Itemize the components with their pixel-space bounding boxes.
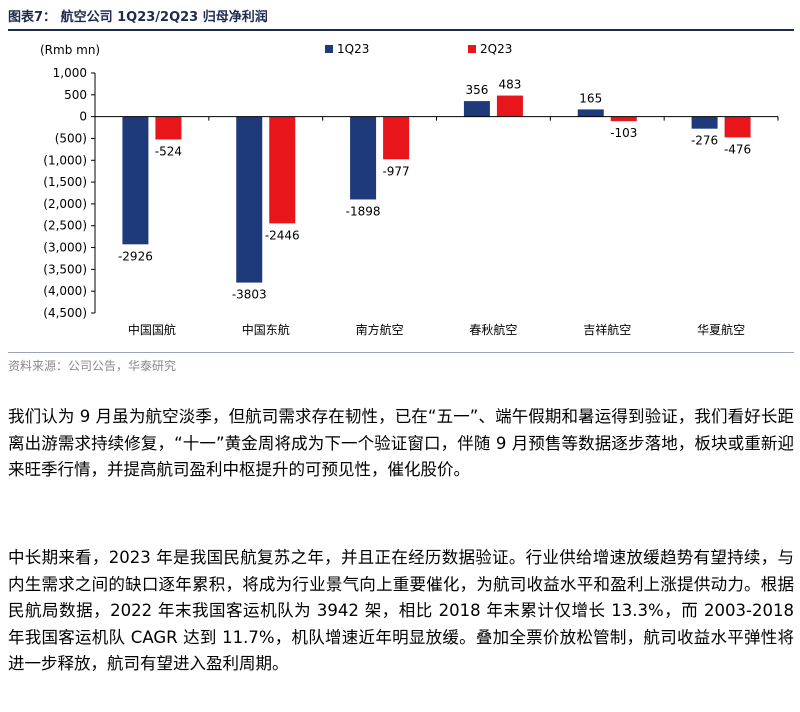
bar-chart: 1Q23 2Q23 (Rmb mn) 1,000 500 0 (500) (1,000) (1… — [40, 42, 779, 337]
data-label-1Q23-4: 356 — [465, 83, 488, 97]
data-label-1Q23-1: -2926 — [118, 249, 153, 263]
y-axis: (Rmb mn) 1,000 500 0 (500) (1,000) (1,500) (2,0… — [40, 43, 100, 320]
bar-2Q23-5 — [610, 116, 637, 122]
legend-label-1Q23: 1Q23 — [337, 42, 369, 56]
bar-1Q23-5 — [577, 109, 604, 117]
data-label-2Q23-4: 483 — [498, 78, 521, 92]
bar-2Q23-1 — [155, 116, 182, 140]
data-label-2Q23-5: -103 — [610, 126, 637, 140]
source-note: 资料来源：公司公告，华泰研究 — [8, 359, 177, 373]
data-label-2Q23-3: -977 — [382, 164, 409, 178]
paragraph-1: 我们认为 9 月虽为航空淡季，但航司需求存在韧性，已在“五一”、端午假期和暑运得… — [8, 407, 794, 479]
y-tick-label: (500) — [55, 131, 87, 145]
y-tick-label: (4,500) — [43, 306, 87, 320]
data-label-1Q23-6: -276 — [691, 134, 718, 148]
legend-swatch-1Q23 — [325, 45, 333, 53]
x-tick-label: 南方航空 — [356, 322, 404, 337]
paragraph-2: 中长期来看，2023 年是我国民航复苏之年，并且正在经历数据验证。行业供给增速放… — [8, 548, 794, 673]
chart-legend: 1Q23 2Q23 — [325, 42, 512, 56]
y-tick-label: (1,500) — [43, 175, 87, 189]
y-tick-label: (3,500) — [43, 262, 87, 276]
data-label-1Q23-5: 165 — [579, 91, 602, 105]
y-tick-label: (3,000) — [43, 241, 87, 255]
y-tick-label: (2,500) — [43, 219, 87, 233]
y-tick-label: (2,000) — [43, 197, 87, 211]
bar-2Q23-2 — [269, 116, 296, 224]
y-tick-label: (4,000) — [43, 284, 87, 298]
title-divider — [8, 29, 794, 31]
figure-title: 图表7： 航空公司 1Q23/2Q23 归母净利润 — [8, 10, 268, 25]
y-tick-label: 500 — [64, 88, 87, 102]
bar-1Q23-6 — [691, 116, 718, 129]
y-tick-label: (1,000) — [43, 153, 87, 167]
legend-label-2Q23: 2Q23 — [480, 42, 512, 56]
data-label-2Q23-1: -524 — [155, 145, 182, 159]
y-unit-label: (Rmb mn) — [40, 43, 100, 57]
data-label-1Q23-2: -3803 — [232, 288, 267, 302]
bar-2Q23-4 — [496, 95, 523, 117]
x-tick-label: 中国东航 — [242, 322, 290, 337]
data-label-2Q23-2: -2446 — [265, 228, 300, 242]
bar-1Q23-2 — [236, 116, 263, 283]
data-label-1Q23-3: -1898 — [346, 204, 381, 218]
bar-1Q23-3 — [350, 116, 377, 200]
bar-2Q23-3 — [383, 116, 410, 160]
y-tick-label: 1,000 — [53, 66, 87, 80]
bar-series — [122, 95, 751, 283]
x-tick-label: 吉祥航空 — [583, 322, 631, 337]
x-tick-label: 中国国航 — [128, 322, 176, 337]
x-tick-label: 春秋航空 — [469, 322, 517, 337]
x-axis: 中国国航 中国东航 南方航空 春秋航空 吉祥航空 华夏航空 — [94, 116, 779, 337]
bar-1Q23-4 — [463, 101, 490, 117]
data-labels: -2926 -3803 -1898 356 165 -276 -524 -2446 -977 48… — [118, 78, 751, 302]
data-label-2Q23-6: -476 — [724, 142, 751, 156]
bar-2Q23-6 — [724, 116, 751, 138]
x-tick-label: 华夏航空 — [697, 322, 745, 337]
legend-swatch-2Q23 — [468, 45, 476, 53]
bar-1Q23-1 — [122, 116, 149, 245]
source-divider — [8, 352, 794, 353]
y-tick-label: 0 — [79, 110, 87, 124]
